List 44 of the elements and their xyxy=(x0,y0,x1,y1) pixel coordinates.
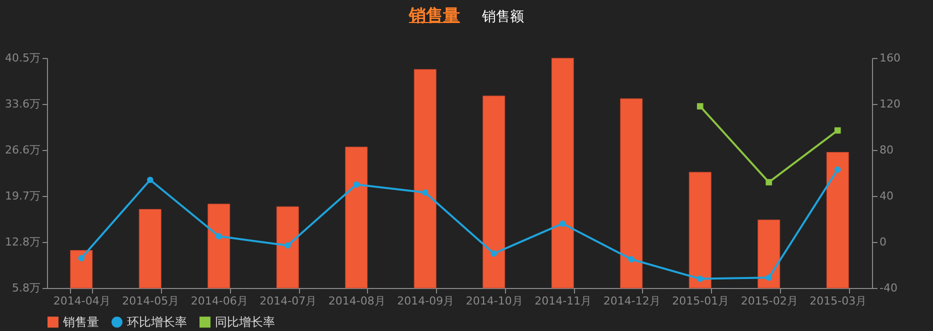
y2-tick-label: 0 xyxy=(880,236,886,248)
y2-tick-label: 80 xyxy=(880,144,894,156)
x-tick-label: 2015-02月 xyxy=(740,294,798,308)
point xyxy=(146,176,154,184)
x-tick-label: 2014-09月 xyxy=(397,294,454,308)
x-tick-label: 2014-05月 xyxy=(122,294,180,308)
legend-label: 同比增长率 xyxy=(215,315,275,330)
point xyxy=(490,250,498,257)
x-tick-label: 2014-11月 xyxy=(534,294,592,308)
point xyxy=(628,256,635,262)
y-tick-label: 12.8万 xyxy=(5,236,40,248)
point xyxy=(766,274,772,281)
legend-label: 销售量 xyxy=(62,315,99,330)
x-tick-label: 2015-01月 xyxy=(672,294,730,308)
y2-tick-label: 40 xyxy=(880,190,894,202)
point xyxy=(696,103,704,110)
point xyxy=(696,276,704,282)
point xyxy=(559,220,566,227)
x-tick-label: 2014-07月 xyxy=(260,294,317,308)
y2-tick-label: 160 xyxy=(880,52,900,64)
x-tick-label: 2014-04月 xyxy=(53,294,110,308)
y-tick-label: 26.6万 xyxy=(5,144,40,156)
x-tick-label: 2015-03月 xyxy=(810,294,867,308)
point xyxy=(216,233,222,240)
x-tick-label: 2014-08月 xyxy=(328,294,386,308)
x-tick-label: 2014-06月 xyxy=(190,294,248,308)
y-tick-label: 40.5万 xyxy=(5,52,40,64)
point xyxy=(284,242,291,249)
y2-tick-label: -40 xyxy=(880,282,898,294)
point xyxy=(766,179,772,186)
x-tick-label: 2014-12月 xyxy=(603,294,660,308)
y2-tick-label: 120 xyxy=(880,98,900,110)
y-tick-label: 33.6万 xyxy=(5,98,40,110)
y-tick-label: 5.8万 xyxy=(12,282,40,294)
x-tick-label: 2014-10月 xyxy=(466,294,523,308)
point xyxy=(78,254,85,262)
point xyxy=(834,127,841,134)
point xyxy=(353,181,360,188)
chart-title: 销售量 xyxy=(409,6,460,26)
y-tick-label: 19.7万 xyxy=(5,190,40,202)
legend-label: 环比增长率 xyxy=(127,315,187,330)
chart-subtitle: 销售额 xyxy=(482,9,524,25)
point xyxy=(834,166,841,173)
point xyxy=(422,189,428,196)
